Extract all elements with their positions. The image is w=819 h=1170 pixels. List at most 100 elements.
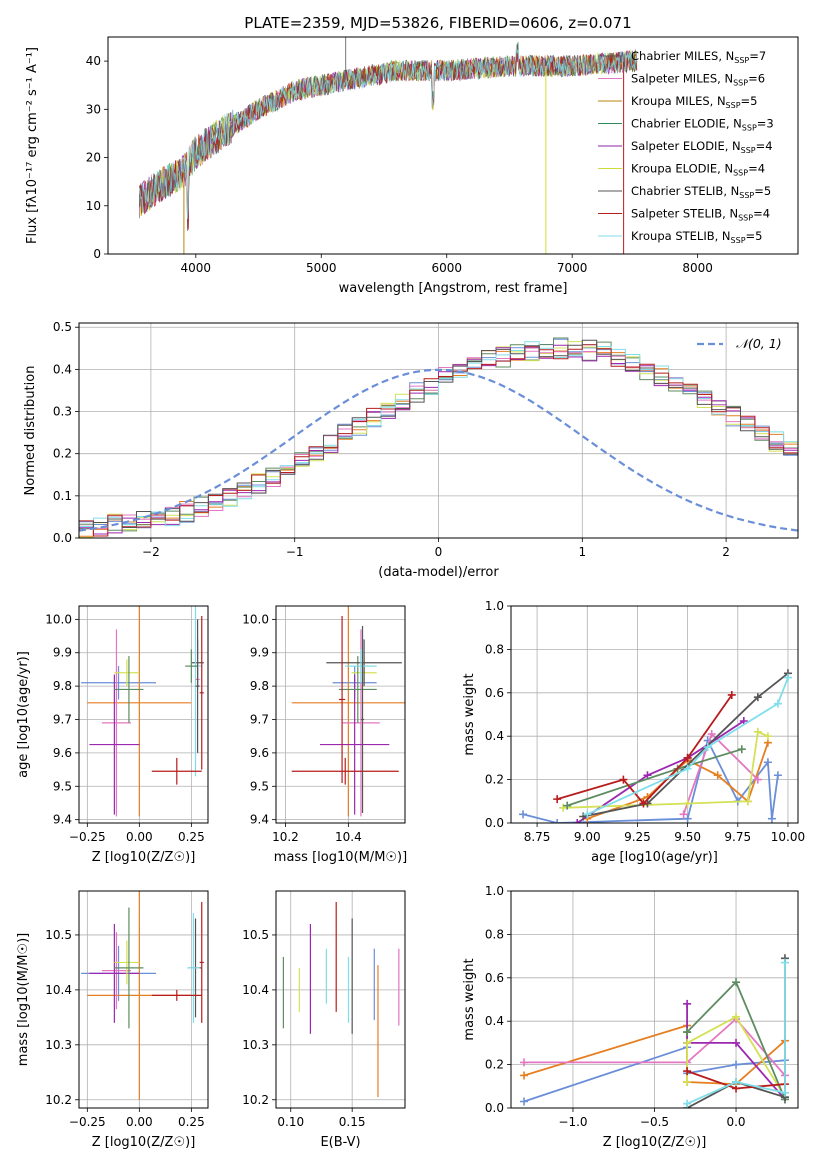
series-marker	[732, 1060, 741, 1069]
spectrum-axes: 4000 5000 6000 7000 8000 0 10 20 30 40	[86, 54, 713, 275]
mass-vs-Z-ticklabel-x: 0.25	[178, 1115, 205, 1129]
series-marker	[707, 730, 716, 739]
series-marker	[683, 814, 692, 823]
mass-vs-Z-plot-area	[81, 891, 204, 1100]
mass-weight-vs-age-axes: 8.75 9.00 9.25 9.50 9.75 10.00 0.0 0.2 0.4 0.6 0.8…	[485, 599, 805, 844]
normal-legend-label: 𝒩(0, 1)	[736, 336, 782, 351]
mass-vs-EBV-plot-area	[282, 901, 400, 1098]
residuals-ticklabel-x: −1	[286, 545, 304, 559]
mass-vs-EBV-frame	[275, 890, 406, 1109]
series-line	[686, 1015, 786, 1098]
mass-weight-vs-age-ticklabel-x: 9.00	[574, 830, 601, 844]
age-vs-mass-ticklabel-y: 9.9	[250, 646, 269, 660]
series-marker	[573, 819, 582, 823]
age-vs-Z-point	[81, 666, 156, 700]
legend-entry: Chabrier STELIB, NSSP=5	[631, 184, 771, 200]
age-vs-Z-point	[199, 616, 204, 770]
mass-vs-Z-axes: −0.25 0.00 0.25 10.2 10.3 10.4 10.5	[45, 891, 208, 1129]
mass-vs-Z-point	[151, 989, 202, 1001]
spectrum-ylabel: Flux [fλ10⁻¹⁷ erg cm⁻² s⁻¹ A⁻¹]	[25, 47, 40, 244]
mass-weight-vs-age-ticklabel-x: 9.50	[674, 830, 701, 844]
age-vs-Z-ticklabel-y: 9.8	[53, 679, 72, 693]
series-marker	[683, 1099, 692, 1108]
age-vs-mass-xlabel: mass [log10(M/M☉)]	[274, 850, 407, 865]
figure-title: PLATE=2359, MJD=53826, FIBERID=0606, z=0…	[244, 14, 631, 32]
mass-weight-vs-age-series	[553, 690, 736, 808]
age-vs-mass-plot-area	[291, 606, 405, 817]
series-marker	[619, 775, 628, 784]
series-marker	[683, 753, 692, 762]
age-vs-Z-point	[185, 649, 198, 683]
mass-vs-Z-ticklabel-x: −0.25	[69, 1115, 106, 1129]
mass-vs-EBV-ticklabel-y: 10.3	[242, 1038, 269, 1052]
age-vs-Z-ticklabel-x: −0.25	[69, 830, 106, 844]
age-vs-Z-ticklabel-y: 9.5	[53, 779, 72, 793]
legend-entry: Salpeter STELIB, NSSP=4	[631, 207, 770, 223]
age-vs-Z-point	[114, 659, 140, 687]
age-vs-Z-ticklabel-y: 9.4	[53, 813, 72, 827]
histogram-series	[79, 339, 798, 530]
age-vs-Z-point	[87, 606, 192, 817]
mass-vs-Z-point	[199, 901, 204, 1023]
mass-vs-Z-ticklabel-y: 10.3	[45, 1038, 72, 1052]
series-line	[576, 720, 745, 823]
age-vs-Z-plot-area	[81, 606, 204, 817]
age-vs-mass-ticklabel-y: 9.4	[250, 813, 269, 827]
mass-weight-vs-age-series	[573, 717, 748, 823]
mass-weight-vs-age-frame	[510, 605, 799, 824]
age-vs-Z-xlabel: Z [log10(Z/Z☉)]	[92, 850, 196, 865]
age-vs-Z-ticklabel-y: 10.0	[45, 612, 72, 626]
spectrum-ticklabel-x: 4000	[181, 261, 212, 275]
residuals-ticklabel-x: 1	[578, 545, 586, 559]
series-marker	[553, 795, 562, 804]
mass-weight-vs-age-ticklabel-x: 10.00	[771, 830, 805, 844]
mass-weight-vs-age-ticklabel-y: 0.6	[485, 686, 504, 700]
age-vs-Z-ticklabel-y: 9.7	[53, 713, 72, 727]
age-vs-Z-ticklabel-x: 0.25	[178, 830, 205, 844]
mass-vs-EBV-xlabel: E(B-V)	[320, 1135, 360, 1150]
mass-vs-Z-ticklabel-y: 10.2	[45, 1093, 72, 1107]
mass-vs-EBV-ticklabel-y: 10.4	[242, 983, 269, 997]
age-vs-Z-frame	[78, 605, 209, 824]
mass-weight-vs-Z-ylabel: mass weight	[462, 958, 477, 1040]
legend-entry: Chabrier ELODIE, NSSP=3	[631, 117, 774, 133]
legend-entry: Salpeter MILES, NSSP=6	[631, 72, 765, 88]
series-marker	[519, 810, 528, 819]
spectrum-ticklabel-y: 0	[93, 247, 101, 261]
age-vs-mass-point	[345, 649, 377, 683]
mass-weight-vs-age-ticklabel-x: 9.75	[724, 830, 751, 844]
age-vs-Z-point	[195, 619, 200, 753]
series-marker	[767, 814, 776, 823]
series-marker	[683, 1067, 692, 1076]
series-marker	[520, 1058, 529, 1067]
series-marker	[520, 1071, 529, 1080]
series-line	[524, 1017, 786, 1077]
mass-weight-vs-Z-ticklabel-y: 0.0	[485, 1101, 504, 1115]
spectrum-ticklabel-x: 6000	[431, 261, 462, 275]
residuals-ticklabel-y: 0.2	[53, 447, 72, 461]
mass-weight-vs-Z-ticklabel-x: 0.0	[726, 1115, 745, 1129]
legend-entry: Kroupa MILES, NSSP=5	[631, 94, 757, 110]
mass-weight-vs-age-series	[559, 727, 772, 812]
series-marker	[773, 699, 782, 708]
series-marker	[579, 812, 588, 821]
mass-vs-EBV-ticklabel-y: 10.2	[242, 1093, 269, 1107]
mass-vs-Z-point	[114, 907, 144, 1029]
spectrum-series-line	[139, 44, 638, 220]
mass-weight-vs-Z-ticklabel-y: 0.4	[485, 1014, 504, 1028]
age-vs-Z-point	[151, 757, 202, 785]
series-marker	[683, 1038, 692, 1047]
age-vs-Z-axes: −0.25 0.00 0.25 9.4 9.5 9.6 9.7 9.8 9.9 10.0	[45, 606, 208, 844]
age-vs-mass-point	[338, 616, 346, 783]
mass-vs-Z-point	[101, 932, 132, 1010]
mass-weight-vs-age-series	[583, 673, 792, 819]
spectrum-ticklabel-y: 40	[86, 54, 101, 68]
residuals-frame	[78, 322, 799, 539]
mass-weight-vs-Z-ticklabel-x: −0.5	[640, 1115, 669, 1129]
series-marker	[763, 758, 772, 767]
mass-weight-vs-Z-ticklabel-y: 0.6	[485, 971, 504, 985]
series-line	[586, 742, 769, 820]
legend-entry: Chabrier MILES, NSSP=7	[631, 49, 766, 65]
age-vs-Z-point	[114, 656, 144, 723]
spectrum-series-line	[139, 45, 638, 230]
